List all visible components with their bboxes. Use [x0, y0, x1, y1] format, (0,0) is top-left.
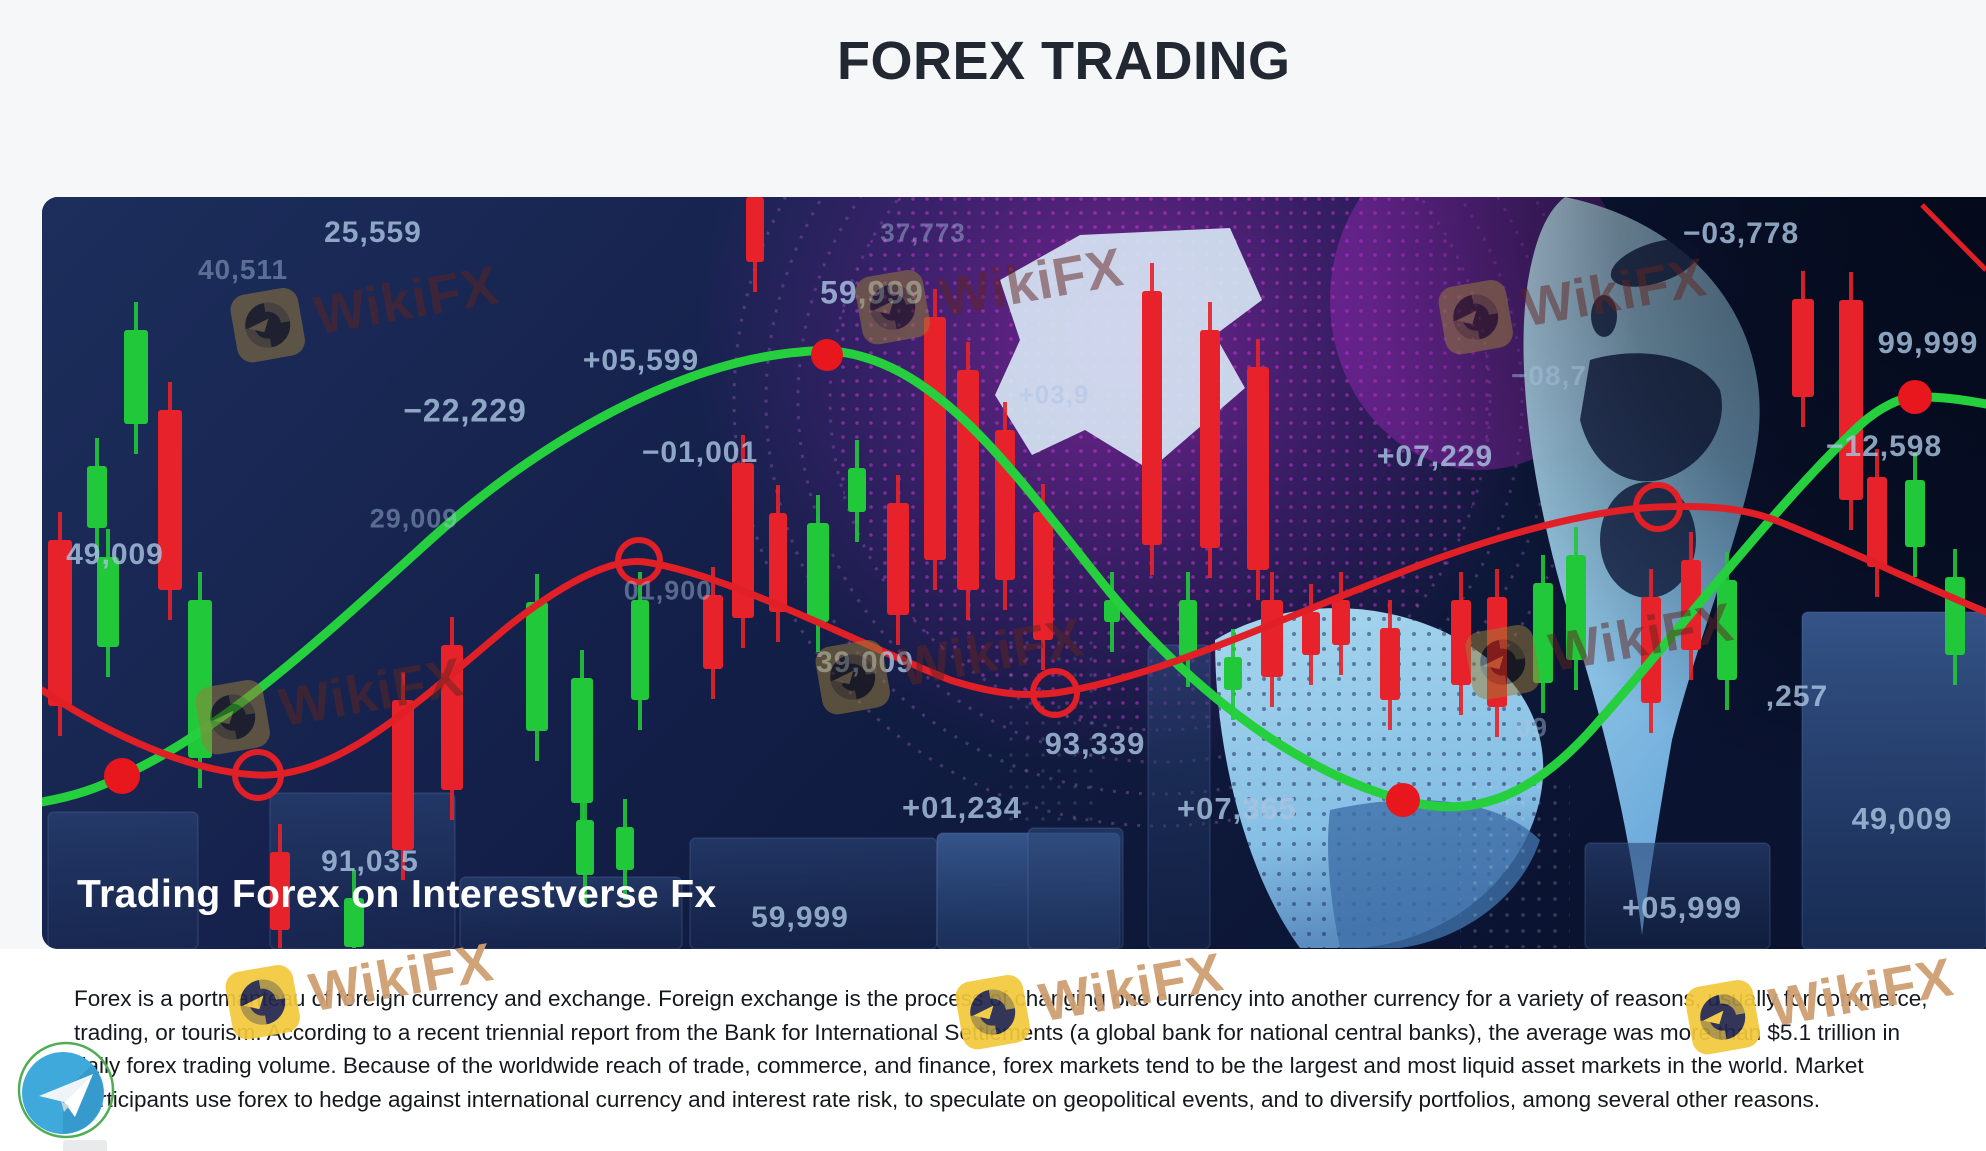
- dot-marker: [1386, 783, 1420, 817]
- price-number: −22,229: [403, 393, 527, 429]
- candle-red: [769, 513, 787, 612]
- bar-panel: [1027, 827, 1124, 949]
- dot-marker: [1898, 380, 1932, 414]
- candle-red: [1200, 330, 1220, 548]
- price-number: 91,035: [321, 845, 419, 878]
- price-number: +05,999: [1622, 890, 1742, 925]
- candle-green: [807, 523, 829, 622]
- candle-red: [887, 503, 909, 615]
- price-number: −08,7: [1511, 360, 1587, 391]
- candle-red: [1033, 512, 1053, 640]
- price-number: 99,999: [1878, 325, 1979, 360]
- price-number: 59,999: [751, 901, 849, 934]
- price-number: 09: [1516, 713, 1548, 743]
- dot-marker: [104, 758, 140, 794]
- price-number: 49,009: [66, 538, 164, 571]
- price-number: −12,598: [1826, 430, 1942, 463]
- partial-element-below: [63, 1140, 107, 1151]
- price-number: +07,365: [1177, 791, 1297, 826]
- telegram-button[interactable]: [12, 1040, 116, 1144]
- forex-chart-artwork: 25,559 40,511 37,773 59,999 +05,599 −22,229 −0…: [42, 197, 1986, 949]
- hollow-marker: [615, 537, 663, 585]
- hollow-marker: [1633, 482, 1683, 532]
- candle-red: [1332, 600, 1350, 645]
- candle-green: [848, 468, 866, 512]
- candle-red: [1867, 477, 1887, 567]
- candle-green: [1717, 580, 1737, 680]
- candle-green: [631, 600, 649, 700]
- candle-red: [1451, 600, 1471, 685]
- candle-green: [344, 898, 364, 947]
- dot-texture-region: [1005, 630, 1105, 830]
- price-number: 01,900: [624, 576, 713, 606]
- candle-green: [526, 602, 548, 731]
- price-number: −03,778: [1683, 217, 1799, 250]
- red-diagonal-segment: [1920, 203, 1986, 272]
- candle-red: [1487, 597, 1507, 707]
- candle-red: [1681, 560, 1701, 650]
- price-number: 59,999: [820, 275, 924, 311]
- candle-green: [1905, 480, 1925, 547]
- candle-red: [270, 852, 290, 930]
- candlestick-series: [48, 197, 1965, 948]
- bar-panel: [1801, 611, 1986, 949]
- page-title: FOREX TRADING: [837, 31, 1291, 91]
- candle-red: [746, 197, 764, 262]
- price-number: +05,599: [583, 344, 699, 377]
- price-number: ,257: [1766, 680, 1828, 713]
- price-number: +01,234: [902, 790, 1022, 825]
- candle-green: [87, 466, 107, 528]
- candle-red: [1641, 597, 1661, 703]
- candle-red: [1380, 628, 1400, 700]
- price-number: +07,229: [1377, 440, 1493, 473]
- price-number: 40,511: [198, 254, 288, 285]
- article-body: Forex is a portmanteau of foreign curren…: [74, 986, 1928, 1112]
- red-trend-line: [42, 502, 1986, 779]
- bar-panel: [1584, 842, 1771, 949]
- continent-north-america: [995, 228, 1262, 470]
- price-number: +03,9: [1019, 379, 1090, 409]
- candle-green: [1566, 555, 1586, 660]
- candle-green: [1224, 657, 1242, 690]
- candle-red: [732, 463, 754, 618]
- price-number: 39,009: [816, 646, 914, 679]
- price-number: 93,339: [1045, 726, 1146, 761]
- dot-marker: [811, 339, 843, 371]
- price-number: 29,009: [370, 504, 459, 534]
- candle-red: [1839, 300, 1863, 500]
- candle-red: [392, 700, 414, 850]
- candle-red: [158, 410, 182, 590]
- candle-red: [957, 370, 979, 590]
- candle-green: [124, 330, 148, 424]
- candle-green: [576, 820, 594, 875]
- candle-red: [924, 317, 946, 560]
- candle-green: [1179, 600, 1197, 657]
- candle-red: [1302, 612, 1320, 655]
- candle-red: [48, 540, 72, 706]
- candle-green: [1945, 577, 1965, 655]
- price-number: −01,001: [642, 436, 758, 469]
- hero-image: 25,559 40,511 37,773 59,999 +05,599 −22,229 −0…: [42, 197, 1986, 949]
- candle-green: [1533, 583, 1553, 683]
- candle-green: [571, 678, 593, 803]
- hollow-marker: [1030, 668, 1080, 718]
- bar-panel: [47, 811, 199, 949]
- telegram-paper-plane-icon: [17, 1041, 115, 1139]
- candle-red: [1261, 600, 1283, 677]
- candle-red: [1142, 291, 1162, 545]
- green-ring: [17, 1041, 115, 1139]
- candle-green: [616, 827, 634, 870]
- price-number: 25,559: [324, 216, 422, 249]
- price-number: 37,773: [880, 217, 966, 247]
- candle-red: [1247, 367, 1269, 570]
- price-number: 49,009: [1852, 801, 1953, 836]
- candle-green: [97, 557, 119, 647]
- green-trend-line: [42, 346, 1986, 812]
- candle-red: [703, 595, 723, 669]
- trend-markers: [104, 339, 1932, 817]
- candle-red: [1792, 299, 1814, 397]
- hero-overlay-title: Trading Forex on Interestverse Fx: [77, 873, 717, 916]
